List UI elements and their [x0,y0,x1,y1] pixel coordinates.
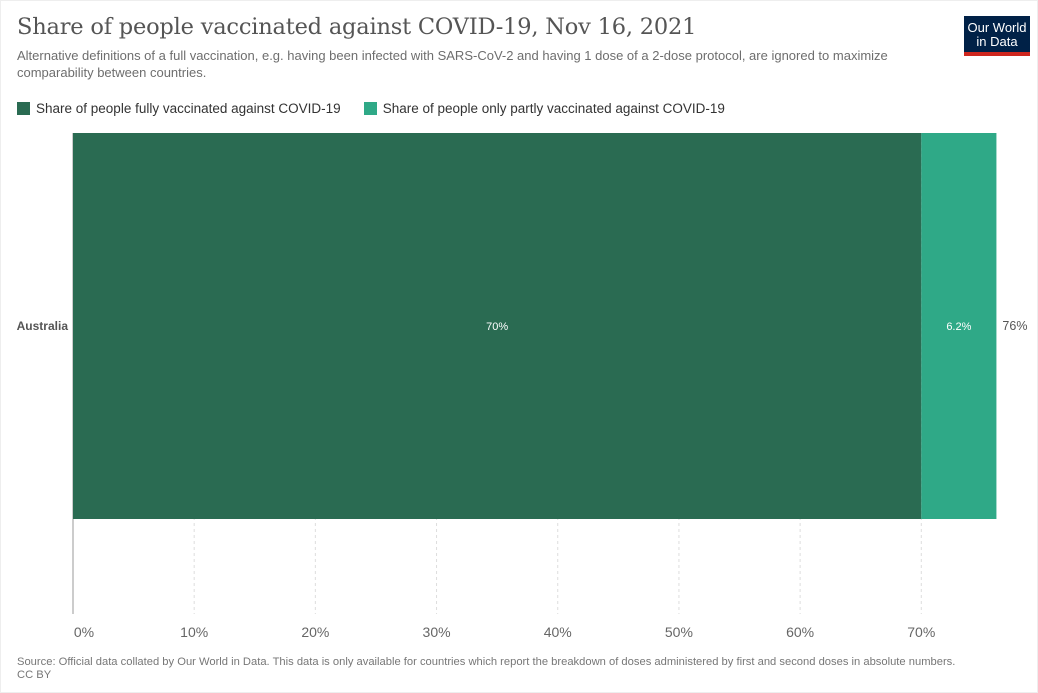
x-tick-label: 40% [544,624,572,640]
x-tick-label: 30% [423,624,451,640]
x-tick-label: 20% [301,624,329,640]
license-note: CC BY [17,668,52,681]
source-note: Source: Official data collated by Our Wo… [17,656,956,668]
x-tick-label: 50% [665,624,693,640]
chart-subtitle: Alternative definitions of a full vaccin… [17,48,888,80]
x-tick-label: 70% [907,624,935,640]
bar-partly-australia[interactable] [921,133,997,519]
chart-title: Share of people vaccinated against COVID… [17,14,697,40]
legend-label-fully: Share of people fully vaccinated against… [36,100,341,116]
owid-logo[interactable]: Our World in Data [964,16,1030,56]
logo-line-2: in Data [976,34,1018,49]
x-tick-label: 60% [786,624,814,640]
category-label: Australia [17,319,69,333]
x-tick-label: 10% [180,624,208,640]
bar-value-label-fully: 70% [486,321,508,333]
legend-swatch-partly [363,101,377,115]
logo-line-1: Our World [967,20,1027,35]
chart-footer: Source: Official data collated by Our Wo… [17,656,1007,681]
legend-item-fully[interactable]: Share of people fully vaccinated against… [17,101,341,116]
bar-fully-australia[interactable] [73,133,922,519]
legend-swatch-fully [17,101,30,115]
bar-value-label-partly: 6.2% [946,321,971,333]
x-tick-label: 0% [74,624,94,640]
legend: Share of people fully vaccinated against… [17,100,748,116]
legend-label-partly: Share of people only partly vaccinated a… [382,100,725,116]
logo-accent-bar [964,52,1030,56]
total-value-label: 76% [1002,319,1027,333]
legend-item-partly[interactable]: Share of people only partly vaccinated a… [363,100,725,116]
